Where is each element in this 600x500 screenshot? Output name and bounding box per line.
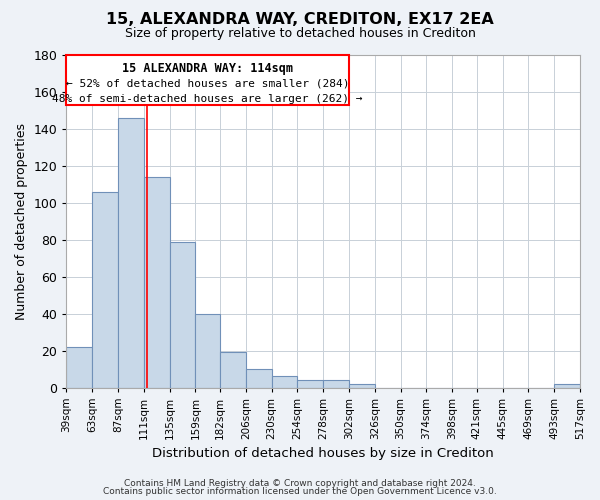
Bar [554, 384, 580, 388]
Text: Contains public sector information licensed under the Open Government Licence v3: Contains public sector information licen… [103, 487, 497, 496]
Bar [349, 384, 375, 388]
Bar [67, 347, 92, 388]
X-axis label: Distribution of detached houses by size in Crediton: Distribution of detached houses by size … [152, 447, 494, 460]
Bar [323, 380, 349, 388]
Text: Contains HM Land Registry data © Crown copyright and database right 2024.: Contains HM Land Registry data © Crown c… [124, 478, 476, 488]
Bar [67, 55, 349, 105]
Text: 15, ALEXANDRA WAY, CREDITON, EX17 2EA: 15, ALEXANDRA WAY, CREDITON, EX17 2EA [106, 12, 494, 28]
Text: 48% of semi-detached houses are larger (262) →: 48% of semi-detached houses are larger (… [52, 94, 363, 104]
Bar [196, 314, 220, 388]
Text: ← 52% of detached houses are smaller (284): ← 52% of detached houses are smaller (28… [66, 78, 349, 88]
Bar [298, 380, 323, 388]
Bar [118, 118, 144, 388]
Bar [170, 242, 196, 388]
Bar [246, 369, 272, 388]
Text: Size of property relative to detached houses in Crediton: Size of property relative to detached ho… [125, 28, 475, 40]
Bar [272, 376, 298, 388]
Y-axis label: Number of detached properties: Number of detached properties [15, 123, 28, 320]
Bar [220, 352, 246, 388]
Text: 15 ALEXANDRA WAY: 114sqm: 15 ALEXANDRA WAY: 114sqm [122, 62, 293, 76]
Bar [92, 192, 118, 388]
Bar [144, 177, 170, 388]
